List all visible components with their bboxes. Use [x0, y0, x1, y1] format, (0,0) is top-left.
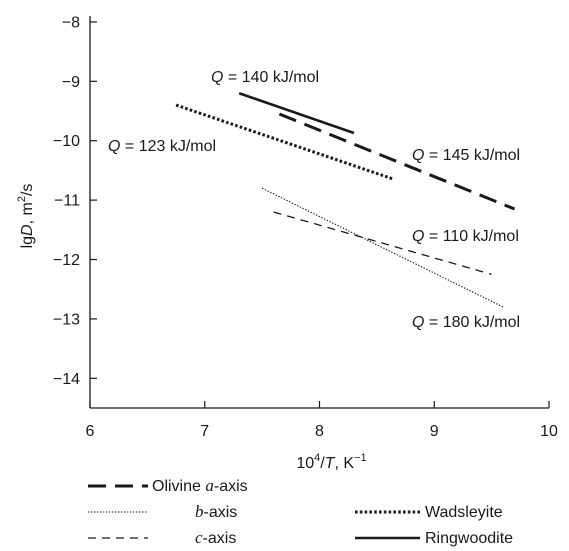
- series-line-c-axis: [273, 211, 492, 275]
- y-tick-label: −11: [54, 193, 80, 210]
- y-tick-label: −13: [53, 311, 80, 328]
- q-label-wadsleyite: Q = 123 kJ/mol: [108, 138, 216, 155]
- q-label-ringwoodite: Q = 140 kJ/mol: [211, 69, 319, 86]
- x-tick-label: 7: [200, 423, 209, 440]
- chart-axis-titles: 104/T, K−1 lgD, m2/s: [16, 184, 367, 472]
- chart-ticks: −8 −9 −10 −11 −12 −13 −14 6 7 8 9 10: [53, 14, 558, 440]
- series-line-b-axis: [261, 187, 504, 308]
- x-tick-label: 9: [430, 423, 439, 440]
- y-axis-title: lgD, m2/s: [16, 184, 36, 249]
- q-label-b-axis: Q = 180 kJ/mol: [412, 314, 520, 331]
- q-label-olivine-a-axis: Q = 145 kJ/mol: [412, 147, 520, 164]
- legend-label-ringwoodite: Ringwoodite: [425, 530, 513, 547]
- series-line-ringwoodite: [238, 91, 355, 135]
- x-tick-label: 10: [540, 423, 558, 440]
- x-tick-label: 8: [315, 423, 324, 440]
- x-tick-label: 6: [86, 423, 95, 440]
- chart-annotations: Q = 145 kJ/mol Q = 180 kJ/mol Q = 110 kJ/m…: [108, 69, 520, 331]
- legend-label-b-axis: b-axis: [195, 502, 237, 521]
- chart-legend: Olivine a-axis b-axis c-axis Wadsleyite Ring…: [88, 476, 513, 547]
- y-tick-label: −10: [53, 133, 80, 150]
- y-tick-label: −9: [62, 74, 80, 91]
- legend-label-olivine-a-axis: Olivine a-axis: [152, 476, 248, 495]
- legend-label-wadsleyite: Wadsleyite: [425, 504, 503, 521]
- y-tick-label: −12: [53, 252, 80, 269]
- chart-series: [175, 91, 516, 308]
- series-line-olivine-a-axis: [278, 112, 516, 211]
- y-tick-label: −8: [62, 14, 80, 31]
- q-label-c-axis: Q = 110 kJ/mol: [412, 228, 519, 245]
- legend-label-c-axis: c-axis: [195, 528, 236, 547]
- y-tick-label: −14: [53, 371, 80, 388]
- chart-axes: [89, 16, 549, 409]
- x-axis-title: 104/T, K−1: [296, 452, 366, 472]
